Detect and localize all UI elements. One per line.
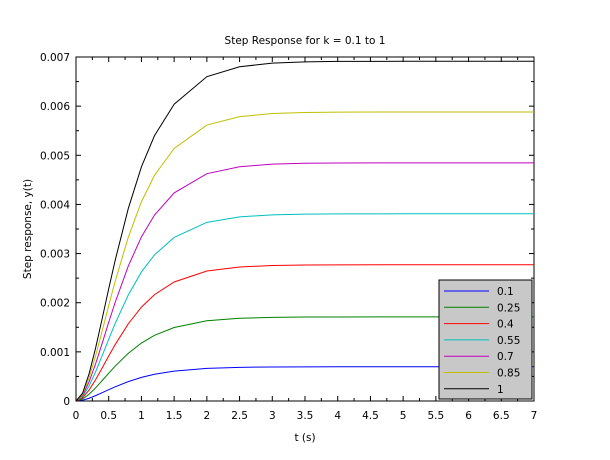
y-tick-label: 0.004 — [40, 199, 70, 211]
y-axis-label: Step response, y(t) — [22, 179, 34, 279]
series-line-3 — [75, 213, 534, 402]
x-tick-label: 5.5 — [428, 410, 445, 422]
legend-label-0: 0.1 — [497, 286, 514, 298]
x-axis-label: t (s) — [294, 432, 315, 444]
series-line-0 — [75, 366, 534, 402]
x-tick-label: 4.5 — [362, 410, 379, 422]
series-line-4 — [75, 162, 534, 402]
x-tick-label: 7 — [531, 410, 538, 422]
y-tick-label: 0.005 — [40, 150, 70, 162]
x-tick-label: 6 — [465, 410, 472, 422]
series-line-1 — [75, 316, 534, 402]
x-tick-label: 6.5 — [493, 410, 510, 422]
legend: 0.1 0.25 0.4 0.55 0.7 0.85 1 — [438, 279, 533, 400]
y-tick-label: 0 — [63, 396, 70, 408]
x-tick-label: 2 — [204, 410, 211, 422]
series-line-5 — [75, 111, 534, 402]
y-axis-ticks: 0 0.001 0.002 0.003 0.004 0.005 0.006 0.007 — [40, 52, 534, 408]
x-tick-label: 0.5 — [100, 410, 117, 422]
legend-label-1: 0.25 — [497, 302, 520, 314]
y-tick-label: 0.003 — [40, 249, 70, 261]
y-tick-label: 0.007 — [40, 52, 70, 64]
legend-label-2: 0.4 — [497, 319, 514, 331]
legend-label-4: 0.7 — [497, 351, 514, 363]
series-group — [75, 60, 534, 402]
x-tick-label: 4 — [334, 410, 341, 422]
x-tick-label: 1.5 — [166, 410, 183, 422]
x-tick-label: 2.5 — [231, 410, 248, 422]
legend-label-3: 0.55 — [497, 335, 520, 347]
legend-label-5: 0.85 — [497, 368, 520, 380]
y-tick-label: 0.002 — [40, 298, 70, 310]
y-tick-label: 0.001 — [40, 347, 70, 359]
x-axis-ticks: 0 0.5 1 1.5 2 2.5 3 3.5 4 4.5 5 5.5 6 6.5 7 — [73, 57, 538, 422]
x-tick-label: 3.5 — [297, 410, 314, 422]
chart-title: Step Response for k = 0.1 to 1 — [225, 35, 386, 47]
series-line-2 — [75, 264, 534, 402]
x-tick-label: 0 — [73, 410, 80, 422]
legend-items: 0.1 0.25 0.4 0.55 0.7 0.85 1 — [444, 286, 520, 396]
legend-label-6: 1 — [497, 384, 504, 396]
x-tick-label: 1 — [138, 410, 145, 422]
x-tick-label: 3 — [269, 410, 276, 422]
x-tick-label: 5 — [400, 410, 407, 422]
y-tick-label: 0.006 — [40, 101, 70, 113]
